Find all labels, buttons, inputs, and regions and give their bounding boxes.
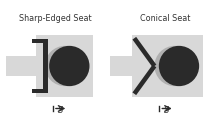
Polygon shape (132, 65, 156, 95)
Bar (110, 56, 140, 76)
Bar (6, 56, 42, 76)
Text: Sharp-Edged Seat: Sharp-Edged Seat (19, 14, 92, 23)
Bar (132, 36, 203, 96)
Circle shape (154, 46, 195, 86)
Circle shape (159, 46, 199, 86)
Circle shape (45, 46, 85, 86)
Circle shape (49, 46, 90, 86)
Bar (36, 36, 93, 96)
Bar (32, 89, 43, 93)
Polygon shape (132, 37, 156, 67)
Bar (43, 39, 48, 93)
Text: S: S (164, 106, 170, 115)
Bar (32, 39, 43, 43)
Text: S: S (58, 106, 63, 115)
Text: Conical Seat: Conical Seat (140, 14, 190, 23)
